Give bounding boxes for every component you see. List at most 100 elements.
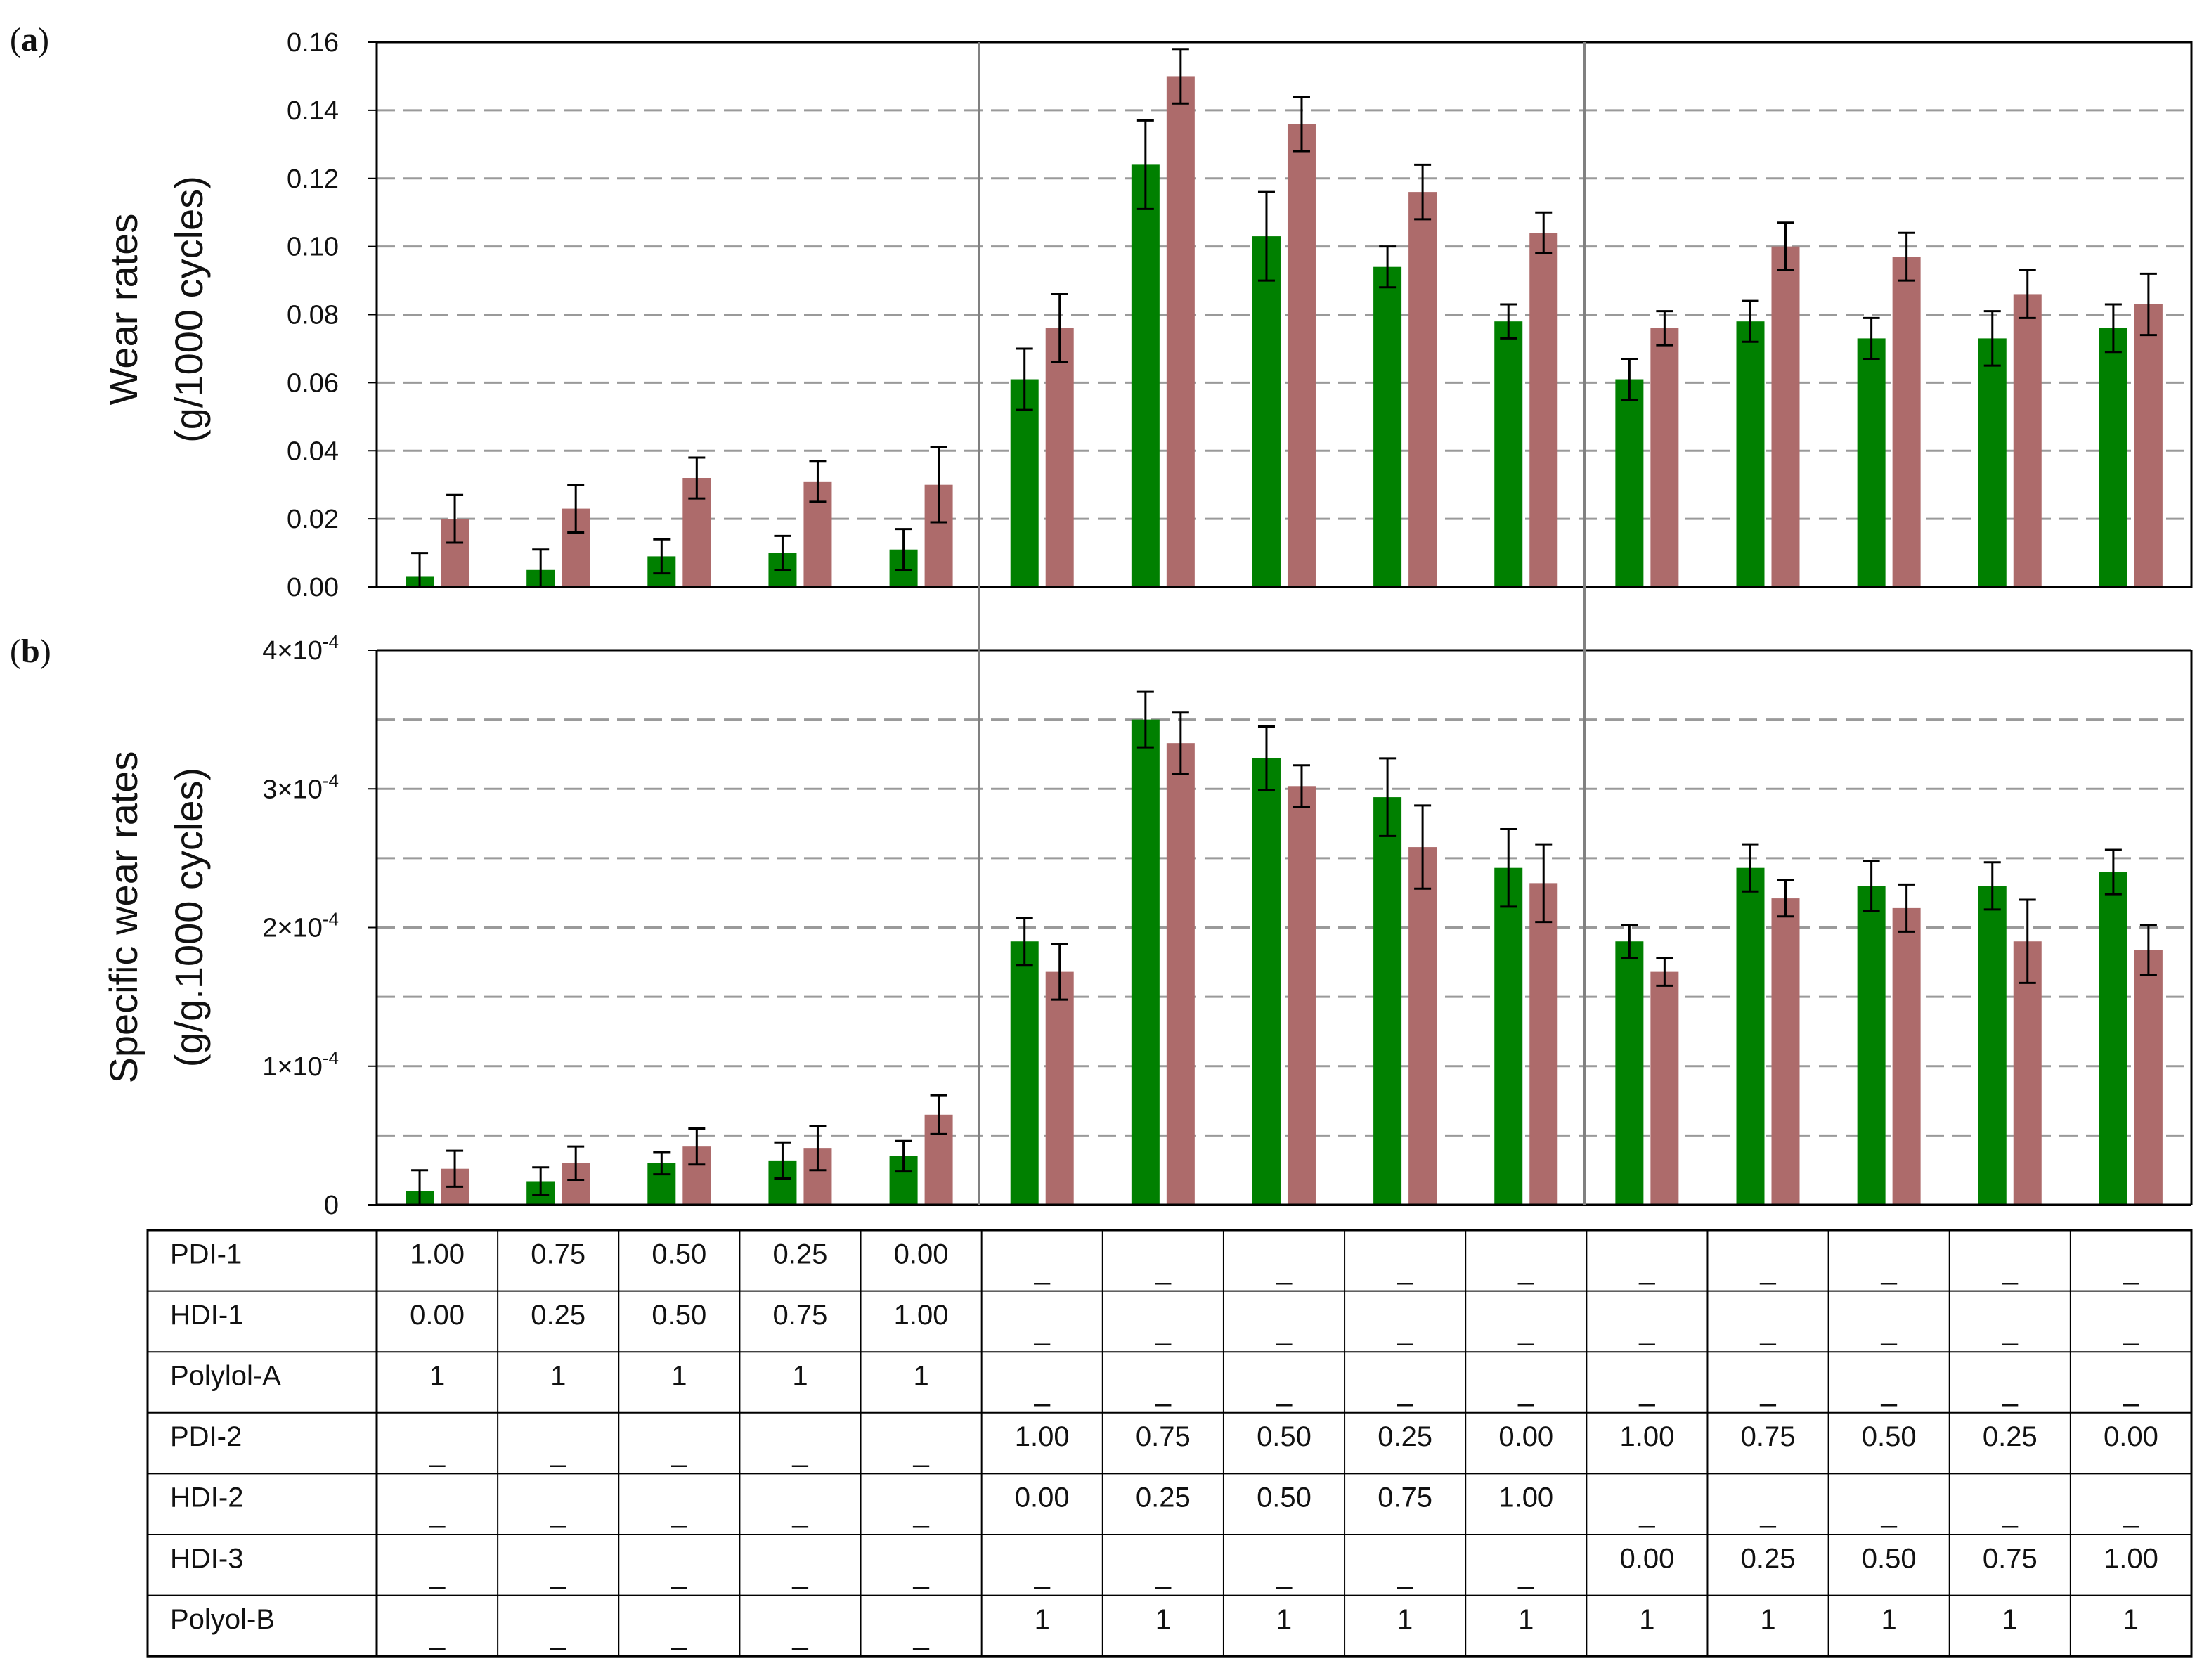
table-cell: _ [1397,1558,1413,1589]
bar-series-1 [1978,338,2007,587]
bar-series-2 [1529,233,1558,587]
bars [406,690,2163,1206]
table-cell: 0.00 [410,1300,465,1331]
specific-wear-rate-chart: (b) Specific wear rates (g/g.1000 cycles… [10,631,2193,1220]
table-cell: 1 [550,1361,566,1392]
table-cell: 0.75 [1983,1543,2038,1574]
bar-series-1 [1252,758,1281,1205]
table-cell: _ [1517,1254,1534,1285]
table-cell: _ [912,1558,929,1589]
table-cell: _ [1276,1315,1293,1346]
table-cell: _ [1155,1376,1172,1407]
bar-series-1 [1131,164,1160,587]
table-cell: _ [1034,1558,1051,1589]
table-cell: _ [671,1558,687,1589]
y-axis-label-line2: (g/g.1000 cycles) [167,768,211,1067]
y-tick-label: 4×10-4 [262,631,339,666]
bar-series-1 [1736,867,1765,1205]
table-cell: 0.25 [1741,1543,1796,1574]
table-cell: _ [1155,1558,1172,1589]
table-cell: 0.50 [1257,1421,1311,1452]
table-cell: 1 [1035,1604,1050,1635]
table-cell: _ [429,1498,446,1529]
bar-series-2 [1408,192,1437,587]
bar-series-2 [2134,950,2163,1205]
table-cell: _ [1397,1315,1413,1346]
table-cell: 1 [1639,1604,1654,1635]
y-tick-label: 0.04 [287,437,339,466]
table-cell: 1.00 [2104,1543,2158,1574]
bar-series-2 [1045,971,1074,1205]
table-cell: 1 [913,1361,928,1392]
table-cell: _ [550,1437,566,1468]
table-cell: _ [1155,1315,1172,1346]
wear-rate-chart: (a) Wear rates (g/1000 cycles) 0.000.020… [10,21,2193,602]
y-axis-label-line2: (g/1000 cycles) [167,176,211,443]
table-cell: _ [2123,1376,2139,1407]
table-cell: _ [1759,1315,1776,1346]
y-axis-label-line1: Specific wear rates [101,751,145,1083]
table-cell: 1 [1881,1604,1897,1635]
bar-series-2 [1892,907,1921,1205]
bar-series-1 [1615,379,1644,587]
composition-table: PDI-1 1.00 0.75 0.50 0.25 0.00 _ _ _ _ _ _ _ _ _ _ HDI-1… [146,1229,2193,1658]
table-cell: 1 [1276,1604,1292,1635]
table-cell: _ [912,1620,929,1650]
table-cell: 1 [792,1361,808,1392]
y-tick-label: 0.12 [287,164,339,194]
y-tick-label: 2×10-4 [262,909,339,943]
table-cell: _ [550,1558,566,1589]
table-cell: _ [1759,1498,1776,1529]
table-cell: _ [1276,1558,1293,1589]
table-cell: _ [791,1620,808,1650]
table-cell: 1 [429,1361,445,1392]
table-cell: 0.50 [652,1239,706,1269]
bar-series-1 [1494,867,1523,1205]
table-cell: _ [1034,1254,1051,1285]
table-cell: _ [1517,1558,1534,1589]
table-cell: _ [2123,1254,2139,1285]
table-cell: _ [791,1558,808,1589]
bar-series-2 [1045,328,1074,587]
bar-series-1 [1010,379,1039,587]
bar-series-1 [2099,328,2127,587]
table-row-label: Polyol-B [170,1604,275,1635]
table-cell: 0.50 [1257,1482,1311,1513]
table-cell: 0.25 [773,1239,828,1269]
y-tick-label: 0.14 [287,96,339,126]
table-cell: _ [1881,1376,1898,1407]
table-cell: 0.00 [1015,1482,1070,1513]
table-cell: 1 [2002,1604,2018,1635]
table-cell: 0.00 [1619,1543,1674,1574]
bar-series-1 [1373,797,1402,1205]
table-cell: 1 [1155,1604,1171,1635]
table-cell: _ [2002,1315,2019,1346]
y-tick-label: 1×10-4 [262,1047,339,1082]
bar-series-2 [1408,847,1437,1205]
table-cell: 0.75 [1378,1482,1432,1513]
table-cell: _ [550,1498,566,1529]
table-cell: _ [2002,1376,2019,1407]
table-cell: _ [1517,1376,1534,1407]
table-cell: _ [1397,1376,1413,1407]
table-cell: _ [1638,1315,1655,1346]
bar-series-1 [1615,941,1644,1205]
table-cell: _ [912,1437,929,1468]
table-cell: _ [429,1558,446,1589]
table-cell: _ [1276,1254,1293,1285]
bar-series-1 [1978,886,2007,1205]
table-row-label: Polylol-A [170,1361,281,1392]
table-cell: _ [1759,1376,1776,1407]
table-cell: 1.00 [1619,1421,1674,1452]
table-cell: 0.25 [1136,1482,1191,1513]
bar-series-1 [2099,872,2127,1205]
table-cell: _ [671,1620,687,1650]
y-tick-label: 3×10-4 [262,770,339,804]
bar-series-1 [1010,941,1039,1205]
table-cell: 0.75 [531,1239,585,1269]
y-tick-labels: 0.00 0.02 0.04 0.06 0.08 0.10 0.12 0.14 0.16 [287,28,377,602]
bar-series-1 [1494,321,1523,587]
y-tick-labels: 0 1×10-4 2×10-4 3×10-4 4×10-4 [262,631,377,1220]
bar-series-2 [1287,124,1316,587]
bar-series-2 [1771,246,1800,587]
